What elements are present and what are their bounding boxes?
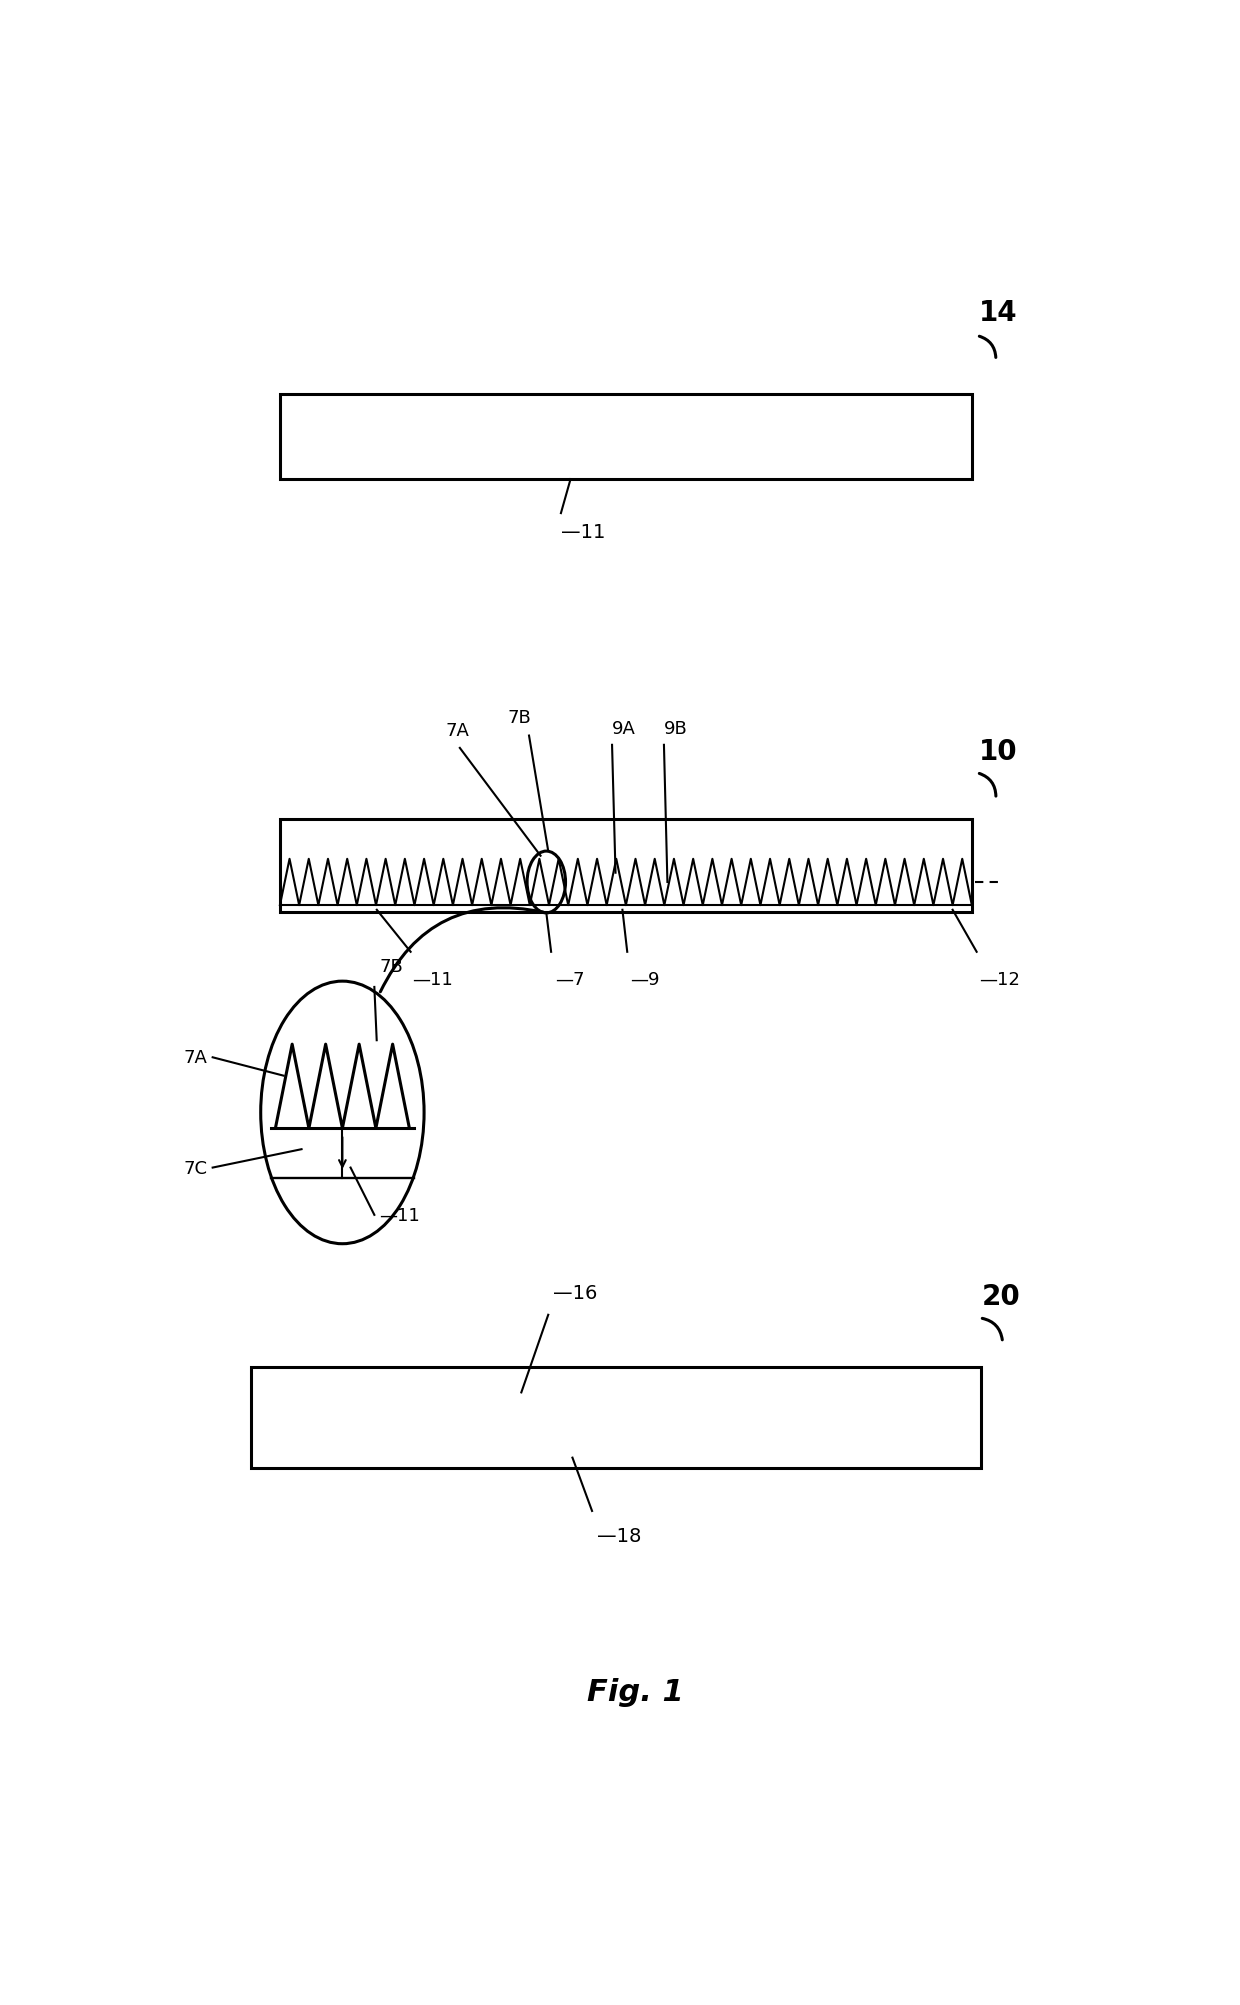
Text: —11: —11 (413, 970, 454, 988)
Text: —9: —9 (630, 970, 660, 988)
Bar (280, 395, 972, 479)
FancyArrowPatch shape (381, 908, 543, 992)
Text: 7A: 7A (445, 722, 469, 740)
Text: —12: —12 (980, 970, 1021, 988)
Text: 7C: 7C (184, 1159, 208, 1177)
Text: 9A: 9A (613, 720, 636, 738)
Text: —11: —11 (379, 1207, 420, 1225)
Text: —18: —18 (596, 1526, 641, 1546)
Text: 14: 14 (978, 299, 1017, 327)
Bar (280, 820, 972, 912)
Text: 7B: 7B (379, 956, 403, 974)
Text: 7B: 7B (508, 710, 532, 728)
Text: 10: 10 (978, 738, 1017, 766)
Text: Fig. 1: Fig. 1 (587, 1678, 684, 1706)
Text: —16: —16 (553, 1283, 598, 1303)
Text: 7A: 7A (184, 1049, 208, 1067)
Text: 20: 20 (982, 1283, 1021, 1311)
Text: 9B: 9B (663, 720, 688, 738)
Text: —11: —11 (560, 523, 605, 541)
Bar (250, 1367, 982, 1468)
Text: —7: —7 (556, 970, 584, 988)
